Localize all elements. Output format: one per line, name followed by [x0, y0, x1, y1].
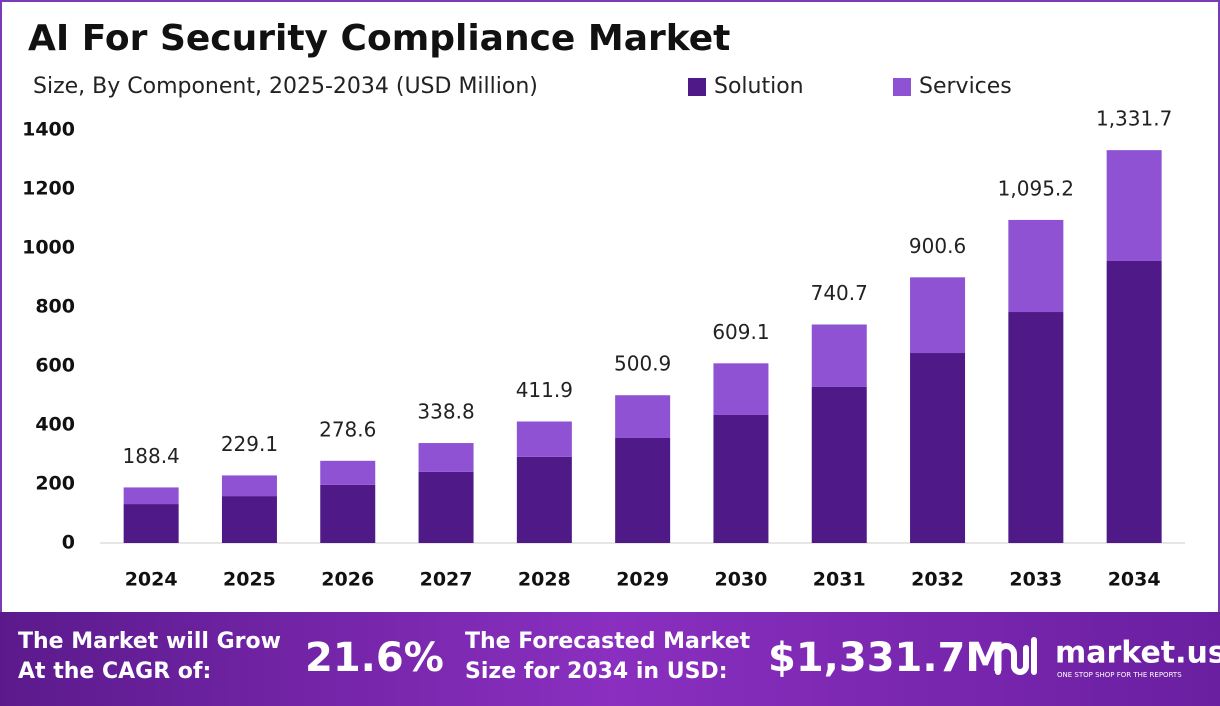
bar-segment — [221, 496, 277, 543]
tagline: ONE STOP SHOP FOR THE REPORTS — [1057, 671, 1182, 679]
bar-segment — [320, 460, 376, 485]
x-tick-label: 2034 — [1108, 569, 1161, 591]
logo-icon — [995, 637, 1037, 675]
x-tick-label: 2030 — [715, 569, 768, 591]
chart-subtitle: Size, By Component, 2025-2034 (USD Milli… — [33, 74, 538, 99]
total-label: 1,331.7 — [1096, 107, 1172, 131]
y-tick-label: 0 — [62, 532, 75, 554]
x-tick-label: 2024 — [125, 569, 178, 591]
x-tick-label: 2032 — [911, 569, 964, 591]
bar-segment — [123, 487, 179, 505]
legend-label: Services — [919, 74, 1012, 99]
total-label: 229.1 — [221, 432, 278, 456]
bar-segment — [1106, 260, 1162, 543]
total-label: 278.6 — [319, 417, 376, 441]
bar-segment — [713, 363, 769, 415]
footer-text: The Forecasted Market — [465, 629, 751, 654]
footer: The Market will Grow At the CAGR of: 21.… — [18, 629, 1220, 684]
y-tick-label: 200 — [35, 473, 75, 495]
legend: Solution Services — [688, 74, 1012, 99]
total-label: 1,095.2 — [998, 176, 1074, 200]
bar-segment — [910, 353, 966, 543]
legend-swatch — [893, 78, 911, 96]
total-label: 500.9 — [614, 352, 671, 376]
chart-title: AI For Security Compliance Market — [28, 18, 730, 59]
x-tick-label: 2033 — [1009, 569, 1062, 591]
bar-segment — [910, 277, 966, 354]
bar-segment — [418, 443, 474, 472]
bar-segment — [516, 421, 572, 457]
legend-swatch — [688, 78, 706, 96]
x-tick-label: 2031 — [813, 569, 866, 591]
total-label: 900.6 — [909, 234, 966, 258]
total-label: 338.8 — [417, 400, 474, 424]
bar-segment — [123, 504, 179, 543]
bar-segment — [516, 456, 572, 543]
bar-segment — [1008, 312, 1064, 543]
bar-segment — [1008, 219, 1064, 313]
total-label: 411.9 — [516, 378, 573, 402]
x-tick-label: 2028 — [518, 569, 571, 591]
y-tick-label: 400 — [35, 414, 75, 436]
bar-segment — [615, 395, 671, 438]
y-tick-label: 1000 — [22, 237, 75, 259]
legend-label: Solution — [714, 74, 804, 99]
bar-segment — [615, 437, 671, 543]
x-tick-label: 2026 — [321, 569, 374, 591]
footer-text: The Market will Grow — [18, 629, 281, 654]
bar-segment — [320, 484, 376, 543]
y-tick-label: 1400 — [22, 119, 75, 141]
x-tick-label: 2027 — [420, 569, 473, 591]
total-label: 609.1 — [712, 320, 769, 344]
footer-value: $1,331.7M — [768, 635, 1005, 681]
brand: market.us — [1055, 636, 1220, 671]
bar-segment — [1106, 150, 1162, 261]
total-label: 740.7 — [811, 281, 868, 305]
bar-segment — [811, 324, 867, 387]
footer-text: At the CAGR of: — [18, 659, 211, 684]
x-tick-label: 2025 — [223, 569, 276, 591]
x-tick-label: 2029 — [616, 569, 669, 591]
y-tick-label: 1200 — [22, 178, 75, 200]
y-tick-label: 600 — [35, 355, 75, 377]
bar-segment — [811, 386, 867, 543]
total-label: 188.4 — [123, 444, 180, 468]
bar-segment — [713, 414, 769, 543]
bar-segment — [221, 475, 277, 497]
y-tick-label: 800 — [35, 296, 75, 318]
footer-value: 21.6% — [305, 635, 444, 681]
footer-text: Size for 2034 in USD: — [465, 659, 728, 684]
bar-segment — [418, 471, 474, 543]
